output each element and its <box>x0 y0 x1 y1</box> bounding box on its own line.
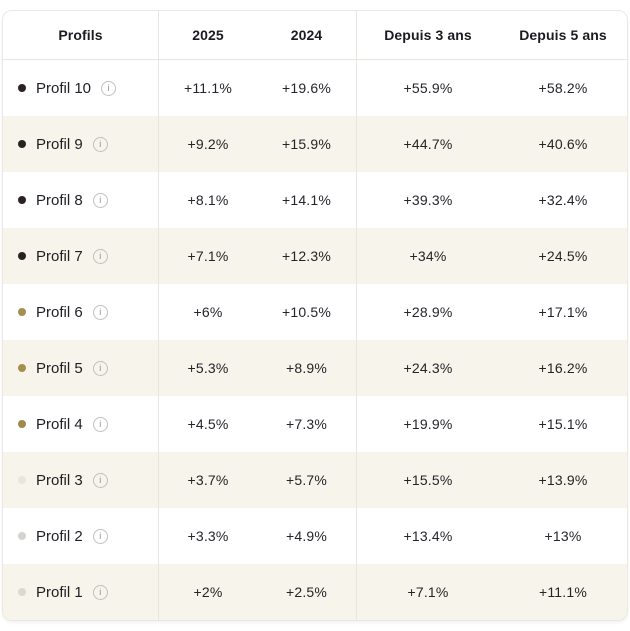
value-cell-2024: +14.1% <box>281 192 332 208</box>
profile-label: Profil 8 <box>36 191 83 209</box>
profile-dot-icon <box>18 532 26 540</box>
info-icon[interactable]: i <box>92 528 108 544</box>
info-icon[interactable]: i <box>92 360 108 376</box>
profile-cell: Profil 5 i <box>3 340 158 396</box>
profile-dot-icon <box>18 252 26 260</box>
table-row: Profil 9 i +9.2% +15.9% +44.7% +40.6% <box>3 116 627 172</box>
info-icon[interactable]: i <box>101 80 117 96</box>
profile-dot-icon <box>18 84 26 92</box>
profile-label: Profil 5 <box>36 359 83 377</box>
column-header-2025: 2025 <box>158 11 257 59</box>
info-icon[interactable]: i <box>92 248 108 264</box>
info-icon[interactable]: i <box>92 472 108 488</box>
value-cell-2025: +11.1% <box>158 60 257 116</box>
profile-label: Profil 6 <box>36 303 83 321</box>
value-cell-2024: +15.9% <box>281 136 332 152</box>
profile-label: Profil 9 <box>36 135 83 153</box>
value-cell-2025: +2% <box>158 564 257 620</box>
info-icon[interactable]: i <box>92 584 108 600</box>
info-icon[interactable]: i <box>92 416 108 432</box>
value-cell-depuis-3-ans: +44.7% <box>356 116 499 172</box>
value-cell-2025: +8.1% <box>158 172 257 228</box>
value-cell-depuis-5-ans: +13.9% <box>538 472 588 488</box>
value-cell-2024: +7.3% <box>285 416 328 432</box>
value-cell-2025: +4.5% <box>158 396 257 452</box>
info-icon[interactable]: i <box>92 136 108 152</box>
value-cell-2025: +9.2% <box>158 116 257 172</box>
profile-cell: Profil 3 i <box>3 452 158 508</box>
value-cell-depuis-5-ans: +15.1% <box>538 416 588 432</box>
value-cell-2025: +3.3% <box>158 508 257 564</box>
value-cell-2025: +7.1% <box>158 228 257 284</box>
value-cell-2024: +12.3% <box>281 248 332 264</box>
value-cell-depuis-3-ans: +39.3% <box>356 172 499 228</box>
table-row: Profil 2 i +3.3% +4.9% +13.4% +13% <box>3 508 627 564</box>
table-row: Profil 5 i +5.3% +8.9% +24.3% +16.2% <box>3 340 627 396</box>
value-cell-depuis-5-ans: +13% <box>544 528 582 544</box>
profile-dot-icon <box>18 308 26 316</box>
table-body: Profil 10 i +11.1% +19.6% +55.9% +58.2% … <box>3 60 627 620</box>
value-cell-2024: +2.5% <box>285 584 328 600</box>
profile-cell: Profil 8 i <box>3 172 158 228</box>
profile-label: Profil 3 <box>36 471 83 489</box>
performance-table: Profils 2025 2024 Depuis 3 ans Depuis 5 … <box>2 10 628 621</box>
value-cell-depuis-3-ans: +34% <box>356 228 499 284</box>
value-cell-depuis-3-ans: +28.9% <box>356 284 499 340</box>
profile-cell: Profil 7 i <box>3 228 158 284</box>
profile-label: Profil 7 <box>36 247 83 265</box>
column-header-profils: Profils <box>58 27 103 43</box>
table-row: Profil 10 i +11.1% +19.6% +55.9% +58.2% <box>3 60 627 116</box>
profile-label: Profil 2 <box>36 527 83 545</box>
profile-dot-icon <box>18 140 26 148</box>
table-row: Profil 8 i +8.1% +14.1% +39.3% +32.4% <box>3 172 627 228</box>
value-cell-2024: +8.9% <box>285 360 328 376</box>
profile-cell: Profil 10 i <box>3 60 158 116</box>
value-cell-depuis-3-ans: +24.3% <box>356 340 499 396</box>
value-cell-depuis-5-ans: +32.4% <box>538 192 588 208</box>
profile-cell: Profil 6 i <box>3 284 158 340</box>
value-cell-2024: +19.6% <box>281 80 332 96</box>
value-cell-depuis-5-ans: +17.1% <box>538 304 588 320</box>
profile-cell: Profil 1 i <box>3 564 158 620</box>
profile-dot-icon <box>18 588 26 596</box>
table-header: Profils 2025 2024 Depuis 3 ans Depuis 5 … <box>3 11 627 60</box>
value-cell-depuis-5-ans: +24.5% <box>538 248 588 264</box>
column-header-depuis-3-ans: Depuis 3 ans <box>356 11 499 59</box>
value-cell-depuis-5-ans: +40.6% <box>538 136 588 152</box>
value-cell-depuis-3-ans: +13.4% <box>356 508 499 564</box>
value-cell-depuis-3-ans: +19.9% <box>356 396 499 452</box>
value-cell-depuis-5-ans: +11.1% <box>538 584 588 600</box>
profile-label: Profil 4 <box>36 415 83 433</box>
profile-label: Profil 10 <box>36 79 92 97</box>
value-cell-2024: +10.5% <box>281 304 332 320</box>
value-cell-depuis-3-ans: +7.1% <box>356 564 499 620</box>
value-cell-depuis-5-ans: +58.2% <box>538 80 588 96</box>
value-cell-2024: +4.9% <box>285 528 328 544</box>
profile-dot-icon <box>18 476 26 484</box>
table-row: Profil 6 i +6% +10.5% +28.9% +17.1% <box>3 284 627 340</box>
table-row: Profil 7 i +7.1% +12.3% +34% +24.5% <box>3 228 627 284</box>
table-row: Profil 1 i +2% +2.5% +7.1% +11.1% <box>3 564 627 620</box>
column-header-2024: 2024 <box>290 27 323 43</box>
profile-cell: Profil 9 i <box>3 116 158 172</box>
table-row: Profil 3 i +3.7% +5.7% +15.5% +13.9% <box>3 452 627 508</box>
profile-cell: Profil 2 i <box>3 508 158 564</box>
profile-dot-icon <box>18 196 26 204</box>
column-header-depuis-5-ans: Depuis 5 ans <box>519 27 607 43</box>
value-cell-2025: +6% <box>158 284 257 340</box>
table-row: Profil 4 i +4.5% +7.3% +19.9% +15.1% <box>3 396 627 452</box>
profile-cell: Profil 4 i <box>3 396 158 452</box>
profile-label: Profil 1 <box>36 583 83 601</box>
info-icon[interactable]: i <box>92 192 108 208</box>
profile-dot-icon <box>18 364 26 372</box>
value-cell-depuis-3-ans: +15.5% <box>356 452 499 508</box>
value-cell-depuis-5-ans: +16.2% <box>538 360 588 376</box>
value-cell-2025: +3.7% <box>158 452 257 508</box>
value-cell-depuis-3-ans: +55.9% <box>356 60 499 116</box>
info-icon[interactable]: i <box>92 304 108 320</box>
value-cell-2025: +5.3% <box>158 340 257 396</box>
profile-dot-icon <box>18 420 26 428</box>
value-cell-2024: +5.7% <box>285 472 328 488</box>
